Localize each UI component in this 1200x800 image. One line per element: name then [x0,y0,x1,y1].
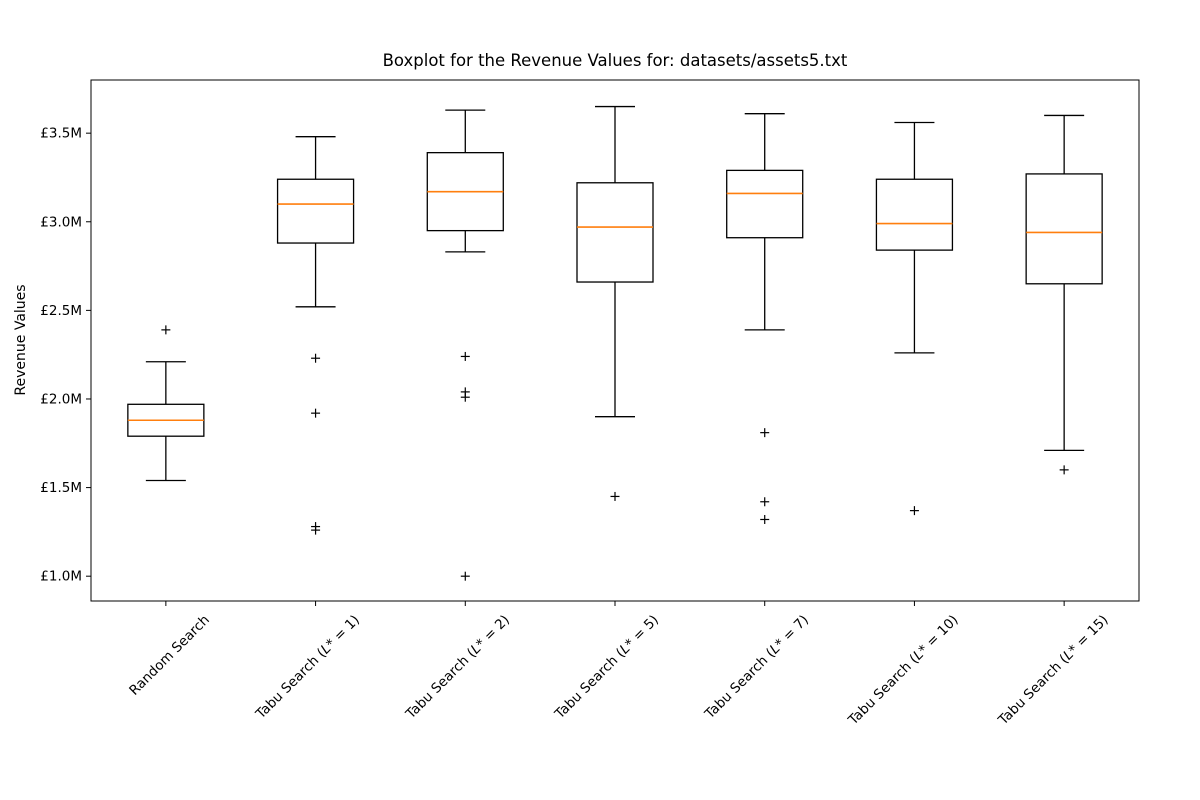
y-tick-label: £2.0M [40,391,82,407]
y-tick-label: £1.5M [40,480,82,496]
iqr-box [276,178,355,244]
iqr-box [576,182,654,283]
italic-L: L [467,640,484,658]
y-tick-label: £3.0M [40,214,82,230]
iqr-box [1025,173,1103,285]
chart-title: Boxplot for the Revenue Values for: data… [382,51,848,70]
iqr-box [875,178,954,251]
iqr-box [726,169,804,239]
y-tick-label: £2.5M [40,303,82,319]
y-tick-label: £3.5M [40,126,82,142]
y-tick-label: £1.0M [40,569,82,585]
